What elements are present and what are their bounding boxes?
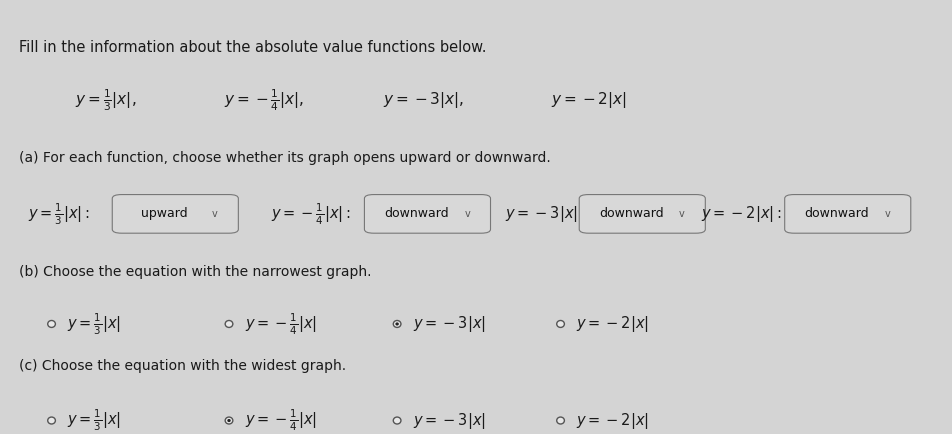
Text: $y=-\frac{1}{4}|x|:$: $y=-\frac{1}{4}|x|:$ (270, 201, 350, 227)
Text: $y=-\frac{1}{4}|x|,$: $y=-\frac{1}{4}|x|,$ (224, 87, 305, 113)
Text: $y=-\frac{1}{4}|x|$: $y=-\frac{1}{4}|x|$ (245, 408, 316, 433)
FancyBboxPatch shape (579, 194, 704, 233)
Text: $y=-2|x|$: $y=-2|x|$ (550, 90, 626, 110)
Text: (a) For each function, choose whether its graph opens upward or downward.: (a) For each function, choose whether it… (19, 151, 550, 165)
Text: $y=-\frac{1}{4}|x|$: $y=-\frac{1}{4}|x|$ (245, 311, 316, 337)
Ellipse shape (227, 419, 230, 422)
Ellipse shape (48, 417, 55, 424)
Ellipse shape (393, 417, 401, 424)
Text: $y=\frac{1}{3}|x|:$: $y=\frac{1}{3}|x|:$ (29, 201, 90, 227)
Text: v: v (679, 209, 684, 219)
Text: $y=-2|x|:$: $y=-2|x|:$ (700, 204, 781, 224)
Text: $y=\frac{1}{3}|x|,$: $y=\frac{1}{3}|x|,$ (75, 87, 136, 113)
Ellipse shape (225, 320, 232, 327)
FancyBboxPatch shape (364, 194, 490, 233)
Text: $y=\frac{1}{3}|x|$: $y=\frac{1}{3}|x|$ (68, 408, 121, 433)
Text: $y=-2|x|$: $y=-2|x|$ (576, 411, 648, 431)
FancyBboxPatch shape (112, 194, 238, 233)
Text: $y=-3|x|$: $y=-3|x|$ (412, 411, 486, 431)
Ellipse shape (225, 417, 232, 424)
Ellipse shape (556, 320, 564, 327)
Text: $y=-3|x|$: $y=-3|x|$ (412, 314, 486, 334)
Text: downward: downward (599, 207, 664, 220)
Ellipse shape (48, 320, 55, 327)
Text: $y=-3|x|,$: $y=-3|x|,$ (383, 90, 464, 110)
Ellipse shape (393, 320, 401, 327)
Text: downward: downward (384, 207, 448, 220)
Text: v: v (212, 209, 218, 219)
Text: upward: upward (141, 207, 188, 220)
Text: (b) Choose the equation with the narrowest graph.: (b) Choose the equation with the narrowe… (19, 265, 371, 279)
Text: $y=-3|x|:$: $y=-3|x|:$ (504, 204, 585, 224)
FancyBboxPatch shape (783, 194, 910, 233)
Text: downward: downward (803, 207, 868, 220)
Text: v: v (883, 209, 889, 219)
Text: $y=\frac{1}{3}|x|$: $y=\frac{1}{3}|x|$ (68, 311, 121, 337)
Ellipse shape (556, 417, 564, 424)
Ellipse shape (395, 322, 399, 326)
Text: Fill in the information about the absolute value functions below.: Fill in the information about the absolu… (19, 40, 486, 55)
Text: (c) Choose the equation with the widest graph.: (c) Choose the equation with the widest … (19, 359, 346, 373)
Text: v: v (464, 209, 469, 219)
Text: $y=-2|x|$: $y=-2|x|$ (576, 314, 648, 334)
